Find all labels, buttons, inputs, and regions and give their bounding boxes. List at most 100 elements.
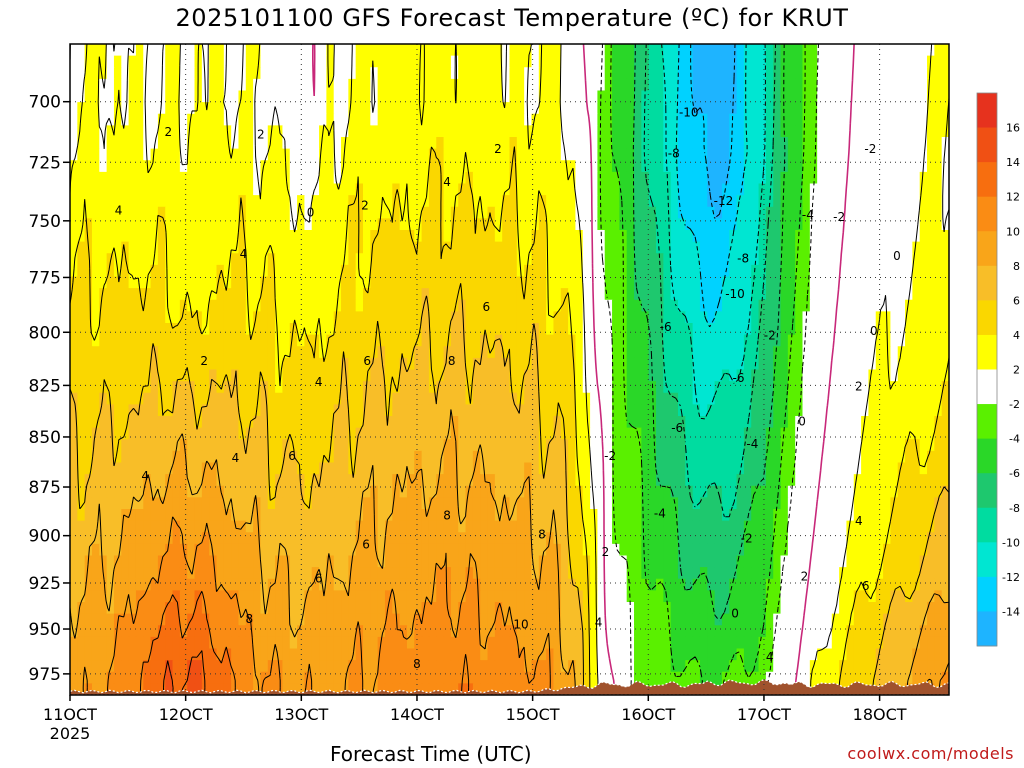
temperature-cell (253, 299, 262, 312)
temperature-cell (99, 253, 108, 266)
temperature-cell (113, 450, 122, 464)
temperature-cell (392, 299, 401, 312)
temperature-cell (392, 427, 401, 440)
temperature-cell (765, 392, 774, 405)
temperature-cell (326, 474, 335, 487)
temperature-cell (861, 171, 870, 185)
temperature-cell (765, 55, 774, 68)
temperature-cell (721, 230, 730, 243)
temperature-cell (194, 241, 203, 254)
temperature-cell (699, 137, 708, 150)
temperature-cell (919, 276, 928, 289)
temperature-cell (758, 230, 767, 243)
temperature-cell (487, 416, 496, 429)
temperature-cell (113, 195, 122, 208)
temperature-cell (494, 334, 503, 347)
temperature-cell (77, 90, 86, 103)
temperature-cell (77, 253, 86, 266)
temperature-cell (121, 381, 130, 394)
temperature-cell (450, 206, 459, 219)
temperature-cell (311, 113, 320, 126)
temperature-cell (128, 78, 137, 92)
temperature-cell (795, 311, 804, 324)
temperature-cell (553, 334, 562, 347)
temperature-cell (348, 125, 357, 138)
temperature-cell (377, 195, 386, 208)
temperature-cell (516, 195, 525, 208)
temperature-cell (311, 253, 320, 266)
temperature-cell (590, 485, 598, 498)
temperature-cell (465, 462, 474, 475)
temperature-cell (648, 311, 657, 324)
temperature-cell (714, 67, 723, 80)
temperature-cell (670, 381, 679, 394)
temperature-cell (831, 160, 840, 173)
temperature-cell (524, 183, 533, 196)
temperature-cell (824, 450, 833, 464)
temperature-cell (758, 206, 767, 219)
temperature-cell (289, 171, 298, 185)
temperature-cell (641, 288, 650, 301)
temperature-cell (128, 241, 137, 254)
temperature-cell (765, 102, 774, 115)
temperature-cell (113, 323, 122, 336)
temperature-cell (670, 439, 679, 452)
temperature-cell (245, 474, 254, 487)
temperature-cell (450, 520, 459, 533)
temperature-cell (553, 113, 562, 126)
temperature-cell (553, 160, 562, 173)
temperature-cell (150, 78, 159, 92)
temperature-cell (319, 78, 327, 92)
temperature-cell (707, 183, 716, 196)
temperature-cell (377, 125, 386, 138)
temperature-cell (231, 183, 240, 196)
temperature-cell (333, 160, 342, 173)
temperature-cell (765, 78, 774, 92)
temperature-cell (187, 113, 196, 126)
temperature-cell (414, 497, 423, 510)
temperature-cell (546, 241, 555, 254)
temperature-cell (238, 346, 247, 359)
temperature-cell (84, 218, 93, 231)
temperature-cell (472, 439, 481, 452)
temperature-cell (348, 276, 357, 289)
temperature-cell (172, 474, 181, 487)
temperature-cell (355, 474, 364, 487)
temperature-cell (333, 520, 342, 533)
temperature-cell (941, 102, 949, 115)
temperature-cell (780, 264, 789, 278)
temperature-cell (817, 439, 826, 452)
temperature-cell (919, 171, 928, 185)
temperature-cell (626, 90, 635, 103)
temperature-cell (428, 206, 437, 219)
temperature-cell (648, 264, 657, 278)
temperature-cell (699, 369, 708, 382)
temperature-cell (128, 195, 137, 208)
temperature-cell (363, 102, 371, 115)
temperature-cell (99, 206, 108, 219)
temperature-cell (253, 450, 262, 464)
temperature-cell (289, 520, 298, 533)
temperature-cell (172, 55, 181, 68)
temperature-cell (341, 416, 349, 429)
temperature-cell (150, 334, 159, 347)
temperature-cell (311, 462, 320, 475)
temperature-cell (282, 206, 291, 219)
temperature-cell (187, 509, 196, 522)
temperature-cell (384, 416, 393, 429)
temperature-cell (568, 311, 577, 324)
temperature-cell (260, 346, 269, 359)
temperature-cell (721, 509, 730, 522)
temperature-cell (443, 346, 452, 359)
temperature-cell (824, 334, 833, 347)
temperature-cell (934, 160, 943, 173)
temperature-cell (84, 55, 93, 68)
temperature-cell (143, 230, 152, 243)
temperature-cell (428, 44, 437, 57)
temperature-cell (560, 369, 569, 382)
temperature-cell (934, 369, 943, 382)
temperature-cell (597, 137, 606, 150)
temperature-cell (509, 137, 518, 150)
temperature-cell (326, 450, 335, 464)
temperature-cell (216, 67, 225, 80)
